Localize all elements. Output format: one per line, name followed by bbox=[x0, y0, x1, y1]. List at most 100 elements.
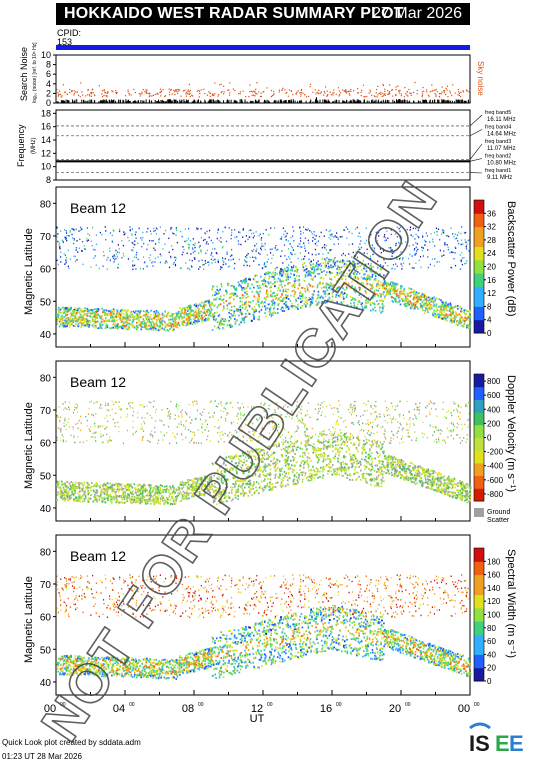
range-cell bbox=[319, 262, 322, 265]
range-cell bbox=[329, 277, 331, 280]
range-cell bbox=[96, 314, 99, 317]
range-cell bbox=[390, 229, 392, 231]
range-cell bbox=[351, 256, 353, 258]
range-cell bbox=[306, 460, 308, 463]
sky-noise-point bbox=[382, 92, 384, 95]
range-cell bbox=[189, 313, 192, 316]
range-cell bbox=[422, 255, 424, 257]
range-cell bbox=[132, 260, 134, 262]
range-cell bbox=[225, 460, 228, 463]
range-cell bbox=[75, 481, 77, 484]
range-cell bbox=[316, 468, 319, 470]
range-cell bbox=[346, 304, 349, 307]
range-cell bbox=[397, 296, 400, 299]
search-noise-point bbox=[450, 100, 452, 103]
range-cell bbox=[150, 321, 153, 323]
range-cell bbox=[223, 307, 225, 310]
range-cell bbox=[240, 311, 242, 314]
range-cell bbox=[293, 445, 296, 448]
range-cell bbox=[254, 274, 257, 277]
range-cell bbox=[381, 299, 384, 302]
sky-noise-point bbox=[410, 94, 412, 96]
sky-noise-point bbox=[309, 86, 311, 88]
range-cell bbox=[156, 499, 159, 502]
range-cell bbox=[174, 263, 177, 266]
range-cell bbox=[269, 306, 272, 309]
range-cell bbox=[342, 298, 345, 300]
range-cell bbox=[122, 316, 125, 319]
range-cell bbox=[253, 286, 255, 289]
range-cell bbox=[232, 298, 235, 301]
range-cell bbox=[443, 230, 445, 232]
range-cell bbox=[262, 449, 264, 452]
frequency-ytick-label: 18 bbox=[41, 108, 51, 118]
range-cell bbox=[245, 463, 247, 466]
range-cell bbox=[78, 497, 81, 500]
range-cell bbox=[383, 480, 385, 483]
search-noise-point bbox=[326, 101, 328, 103]
range-cell bbox=[88, 325, 90, 328]
range-cell bbox=[344, 229, 346, 232]
range-cell bbox=[151, 328, 154, 331]
range-cell bbox=[279, 289, 281, 292]
range-cell bbox=[421, 301, 424, 304]
range-cell bbox=[389, 293, 392, 296]
range-cell bbox=[92, 488, 95, 491]
sky-noise-point bbox=[395, 94, 397, 97]
range-cell bbox=[80, 308, 82, 311]
range-cell bbox=[336, 301, 338, 303]
range-cell bbox=[106, 313, 109, 315]
range-cell bbox=[242, 228, 244, 230]
range-cell bbox=[175, 234, 177, 237]
range-cell bbox=[157, 494, 160, 497]
range-cell bbox=[419, 481, 422, 484]
range-cell bbox=[446, 314, 449, 317]
range-cell bbox=[303, 280, 306, 282]
range-cell bbox=[66, 239, 68, 242]
range-cell bbox=[176, 315, 178, 318]
sky-noise-point bbox=[66, 93, 68, 96]
range-cell bbox=[271, 313, 273, 316]
sky-noise-point bbox=[389, 84, 391, 86]
range-cell bbox=[353, 263, 356, 265]
sky-noise-point bbox=[458, 92, 461, 94]
range-cell bbox=[351, 285, 353, 287]
range-cell bbox=[467, 239, 469, 242]
range-cell bbox=[375, 476, 378, 479]
range-cell bbox=[356, 276, 359, 279]
range-cell bbox=[58, 480, 60, 483]
range-cell bbox=[272, 445, 274, 447]
range-cell bbox=[285, 239, 287, 242]
range-cell bbox=[422, 304, 425, 306]
range-cell bbox=[228, 282, 230, 285]
range-cell bbox=[468, 316, 471, 319]
sky-noise-point bbox=[229, 82, 231, 84]
range-cell bbox=[423, 294, 426, 297]
sky-noise-point bbox=[434, 92, 436, 95]
range-cell bbox=[297, 308, 299, 310]
range-cell bbox=[264, 466, 267, 469]
range-cell bbox=[163, 320, 166, 323]
range-cell bbox=[269, 290, 272, 293]
range-cell bbox=[209, 314, 212, 317]
sky-noise-point bbox=[145, 92, 147, 94]
range-cell bbox=[383, 236, 385, 238]
range-cell bbox=[161, 313, 164, 316]
range-cell bbox=[310, 277, 313, 280]
range-cell bbox=[295, 267, 298, 269]
range-cell bbox=[63, 324, 66, 327]
range-cell bbox=[329, 259, 331, 261]
sky-noise-point bbox=[441, 91, 443, 93]
range-cell bbox=[293, 478, 295, 481]
range-cell bbox=[382, 250, 385, 252]
range-cell bbox=[266, 280, 269, 283]
range-cell bbox=[281, 250, 283, 252]
velocity-frame bbox=[55, 360, 471, 522]
range-cell bbox=[132, 264, 134, 267]
range-cell bbox=[280, 300, 282, 303]
search-noise-point bbox=[268, 101, 270, 103]
frequency-ylabel-sub: (MHz) bbox=[31, 138, 37, 154]
range-cell bbox=[438, 313, 441, 316]
search-noise-point bbox=[145, 99, 147, 103]
range-cell bbox=[174, 321, 177, 324]
